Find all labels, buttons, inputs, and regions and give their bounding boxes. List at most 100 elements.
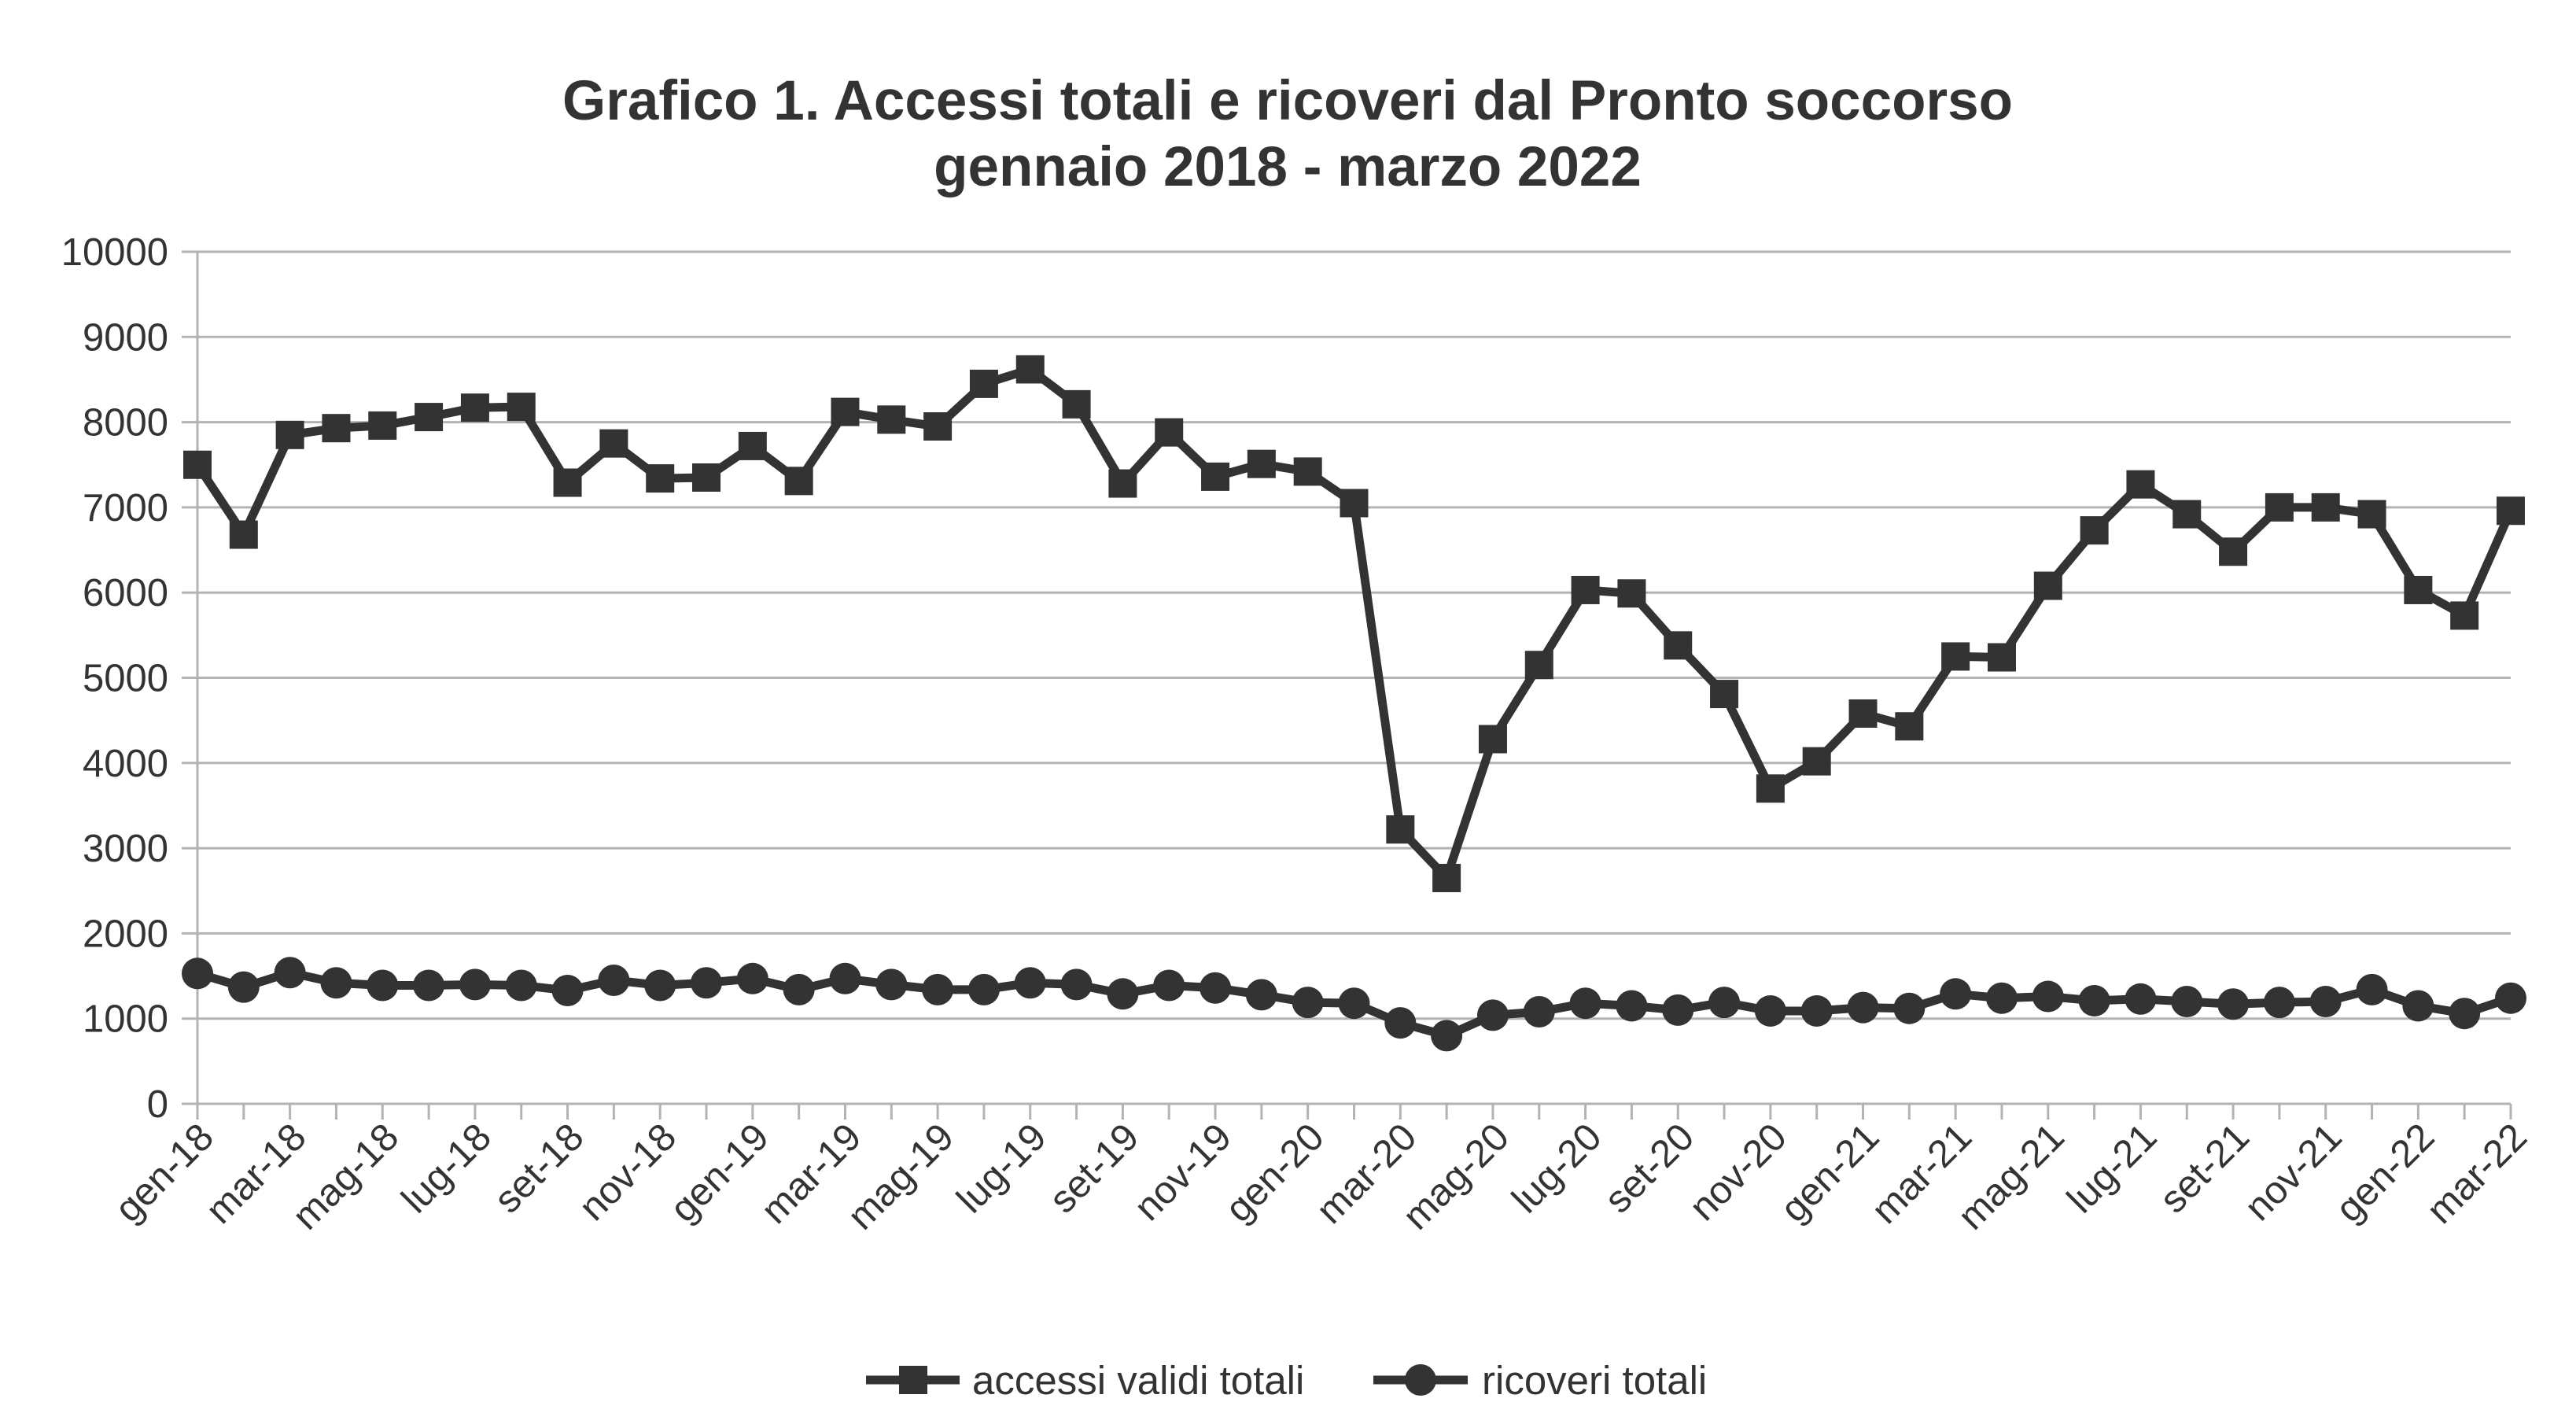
y-tick-label: 7000 xyxy=(83,487,168,529)
data-point-circle xyxy=(1153,969,1185,1002)
data-point-square xyxy=(1987,643,2016,672)
data-point-circle xyxy=(1800,994,1833,1027)
x-tick-label: lug-19 xyxy=(949,1116,1055,1222)
data-point-circle xyxy=(182,957,213,990)
data-point-square xyxy=(692,463,721,492)
data-point-square xyxy=(322,414,351,443)
legend-item-accessi: accessi validi totali xyxy=(866,1358,1304,1403)
data-point-circle xyxy=(1384,1007,1417,1039)
chart-subtitle: gennaio 2018 - marzo 2022 xyxy=(934,136,1642,198)
data-point-circle xyxy=(459,968,491,1001)
data-point-square xyxy=(1247,449,1276,478)
x-tick-label: gen-21 xyxy=(1773,1116,1888,1230)
x-tick-label: set-21 xyxy=(2152,1116,2257,1221)
data-point-square xyxy=(969,369,998,398)
data-point-circle xyxy=(1616,990,1648,1022)
series-layer xyxy=(182,355,2526,1052)
data-point-square xyxy=(2357,500,2386,529)
data-point-circle xyxy=(551,974,584,1006)
data-point-square xyxy=(1340,489,1369,518)
data-point-circle xyxy=(783,973,815,1005)
data-point-square xyxy=(1201,462,1230,491)
y-tick-label: 2000 xyxy=(83,913,168,955)
data-point-square xyxy=(2404,575,2433,604)
y-tick-label: 9000 xyxy=(83,316,168,359)
x-tick-label: nov-21 xyxy=(2237,1116,2350,1229)
y-tick-label: 5000 xyxy=(83,658,168,700)
data-point-circle xyxy=(691,967,723,999)
data-point-circle xyxy=(505,969,537,1002)
data-point-circle xyxy=(2078,984,2110,1016)
data-point-square xyxy=(2172,500,2202,529)
data-point-square xyxy=(1848,699,1878,728)
data-point-square xyxy=(738,431,767,460)
data-point-circle xyxy=(1431,1020,1463,1052)
data-point-circle xyxy=(2495,982,2526,1014)
x-tick-label: nov-20 xyxy=(1682,1116,1795,1229)
data-point-circle xyxy=(1985,982,2018,1014)
data-point-square xyxy=(1155,418,1184,447)
data-point-circle xyxy=(1893,992,1926,1024)
data-point-circle xyxy=(2125,983,2157,1015)
data-point-circle xyxy=(2309,986,2342,1018)
data-point-circle xyxy=(922,973,954,1005)
data-point-circle xyxy=(736,962,768,994)
data-point-circle xyxy=(1847,991,1879,1024)
data-point-square xyxy=(1802,747,1831,776)
data-point-square xyxy=(1293,457,1322,486)
data-point-square xyxy=(1524,651,1553,680)
data-point-square xyxy=(460,393,489,422)
y-tick-label: 3000 xyxy=(83,828,168,870)
data-point-circle xyxy=(1107,978,1139,1010)
data-point-circle xyxy=(829,962,861,994)
data-point-square xyxy=(1756,774,1785,803)
data-point-square xyxy=(599,429,628,458)
data-point-square xyxy=(553,468,582,497)
data-point-circle xyxy=(1338,987,1370,1020)
data-point-square xyxy=(1062,389,1091,419)
data-point-square xyxy=(1617,579,1646,608)
data-point-square xyxy=(1015,355,1045,384)
data-point-circle xyxy=(2171,986,2203,1018)
data-point-circle xyxy=(1060,968,1093,1001)
data-point-circle xyxy=(2032,980,2064,1013)
y-tick-label: 1000 xyxy=(83,998,168,1041)
data-point-circle xyxy=(875,968,908,1001)
data-point-circle xyxy=(1292,987,1324,1019)
data-point-square xyxy=(646,464,675,493)
data-point-square xyxy=(368,411,397,440)
x-tick-label: nov-19 xyxy=(1126,1116,1240,1229)
data-point-square xyxy=(183,450,212,479)
series-ricoveri xyxy=(182,957,2526,1052)
data-point-circle xyxy=(274,957,306,989)
data-point-square xyxy=(1478,725,1507,754)
data-point-square xyxy=(2080,516,2109,545)
y-tick-label: 4000 xyxy=(83,743,168,785)
legend: accessi validi totali ricoveri totali xyxy=(866,1358,1707,1403)
x-tick-label: set-19 xyxy=(1041,1116,1147,1221)
data-point-square xyxy=(1571,575,1600,604)
data-point-square xyxy=(1386,815,1415,844)
data-point-square xyxy=(1895,712,1924,741)
data-point-circle xyxy=(227,971,260,1003)
data-point-square xyxy=(923,412,953,441)
x-tick-label: gen-19 xyxy=(662,1116,777,1230)
y-tick-label: 8000 xyxy=(83,402,168,445)
data-point-square xyxy=(507,393,536,422)
data-point-square xyxy=(2219,537,2248,566)
data-point-square xyxy=(831,397,860,426)
data-point-circle xyxy=(1754,994,1786,1027)
data-point-circle xyxy=(2356,973,2388,1005)
data-point-square xyxy=(2497,496,2525,526)
data-point-circle xyxy=(1523,996,1555,1028)
x-tick-label: mar-22 xyxy=(2419,1116,2535,1232)
data-point-circle xyxy=(1662,994,1694,1026)
x-tick-label: gen-20 xyxy=(1218,1116,1332,1230)
legend-label-accessi: accessi validi totali xyxy=(972,1358,1304,1403)
x-tick-label: mag-20 xyxy=(1395,1116,1517,1238)
x-tick-label: mag-19 xyxy=(840,1116,963,1238)
data-point-square xyxy=(2311,493,2340,522)
data-point-square xyxy=(877,405,906,434)
data-point-circle xyxy=(1200,972,1232,1004)
